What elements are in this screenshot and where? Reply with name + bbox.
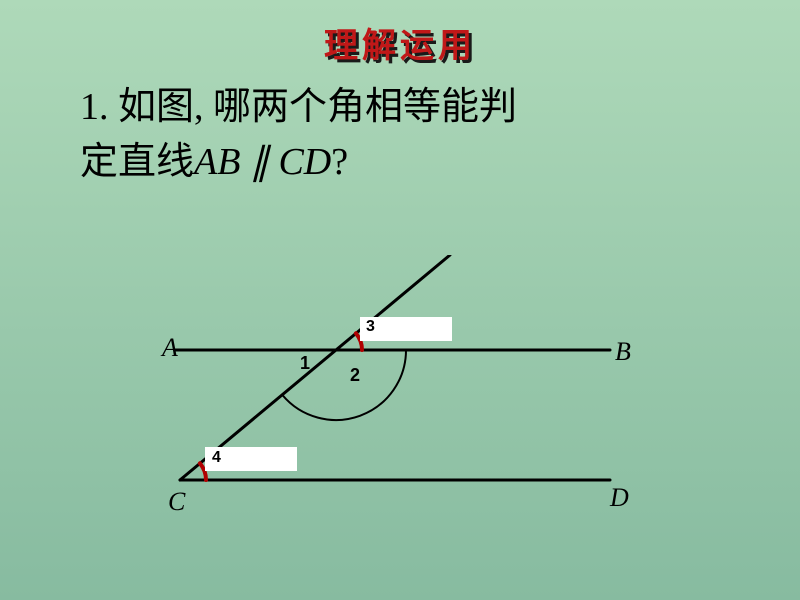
question-qmark: ?: [331, 141, 348, 183]
slide: 理解运用 理解运用 1. 如图, 哪两个角相等能判 定直线AB ∥ CD? A …: [0, 0, 800, 600]
point-label-B: B: [615, 337, 631, 367]
question-text: 1. 如图, 哪两个角相等能判 定直线AB ∥ CD?: [80, 80, 517, 190]
angle-label-2: 2: [350, 365, 360, 386]
question-parallel: ∥: [240, 141, 278, 183]
title-text: 理解运用: [324, 28, 476, 65]
angle-label-1: 1: [300, 353, 310, 374]
angle-label-4: 4: [212, 449, 221, 467]
question-line1: 1. 如图, 哪两个角相等能判: [80, 86, 517, 128]
point-label-D: D: [610, 483, 629, 513]
question-cd: CD: [278, 141, 331, 183]
point-label-A: A: [162, 333, 178, 363]
angle-label-3: 3: [366, 318, 375, 336]
question-line2a: 定直线: [80, 141, 194, 183]
question-ab: AB: [194, 141, 240, 183]
point-label-C: C: [168, 487, 185, 517]
slide-title: 理解运用 理解运用: [0, 18, 800, 67]
geometry-diagram: A B C D 1 2 3 4: [150, 255, 650, 515]
diagram-svg: [150, 255, 650, 515]
